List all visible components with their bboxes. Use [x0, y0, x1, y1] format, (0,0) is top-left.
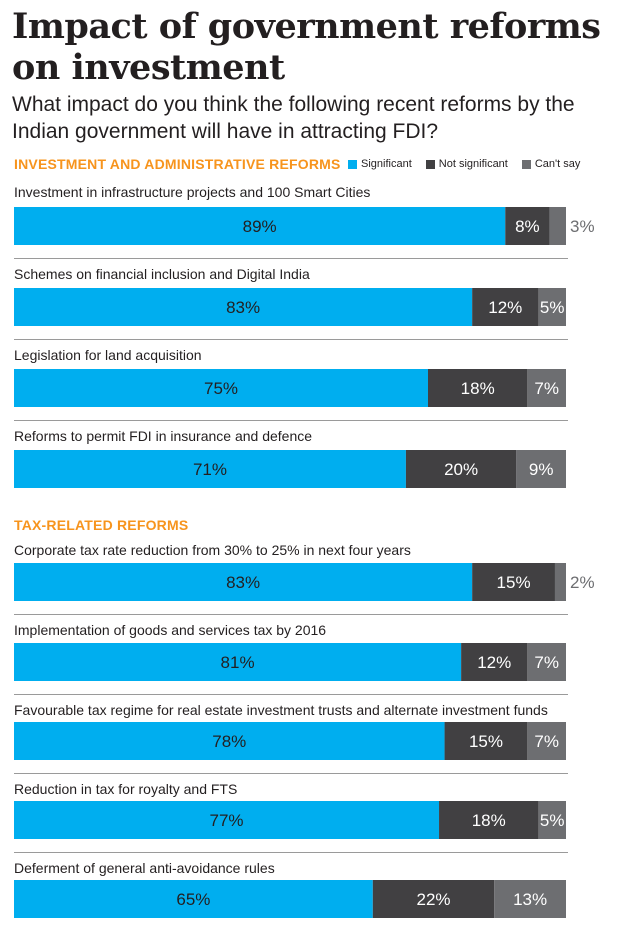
bar-significant-2 — [14, 369, 428, 407]
section-heading-tax: TAX-RELATED REFORMS — [14, 517, 189, 533]
data-label-significant-2: 75% — [204, 379, 238, 398]
legend-label-not-significant: Not significant — [438, 158, 508, 170]
bar-cant-say-7 — [538, 801, 566, 839]
legend-swatch-cant-say — [521, 159, 531, 169]
bar-not-significant-7 — [439, 801, 539, 839]
row-label-1: Schemes on financial inclusion and Digit… — [14, 266, 310, 282]
data-label-cant-say-4: 2% — [570, 573, 595, 592]
bar-not-significant-3 — [405, 450, 517, 488]
row-divider — [14, 852, 568, 853]
bar-not-significant-4 — [472, 563, 555, 601]
row-divider — [14, 258, 568, 259]
legend-swatch-not-significant — [425, 159, 435, 169]
data-label-significant-1: 83% — [226, 298, 260, 317]
data-label-cant-say-1: 5% — [540, 298, 565, 317]
data-label-not-significant-2: 18% — [461, 379, 495, 398]
bar-cant-say-4 — [554, 563, 566, 601]
chart-title: Impact of government reforms on investme… — [12, 6, 601, 88]
data-label-not-significant-5: 12% — [477, 653, 511, 672]
legend: Significant Not significant Can't say — [348, 156, 594, 172]
bar-not-significant-8 — [372, 880, 495, 918]
data-label-not-significant-3: 20% — [444, 460, 478, 479]
bar-not-significant-6 — [444, 722, 528, 760]
row-label-5: Implementation of goods and services tax… — [14, 622, 327, 638]
data-label-cant-say-5: 7% — [534, 653, 559, 672]
bar-significant-1 — [14, 288, 473, 326]
row-label-7: Reduction in tax for royalty and FTS — [14, 781, 238, 797]
bar-cant-say-8 — [494, 880, 566, 918]
row-divider — [14, 420, 568, 421]
data-label-not-significant-7: 18% — [472, 811, 506, 830]
data-label-not-significant-6: 15% — [469, 732, 503, 751]
bar-not-significant-2 — [428, 369, 528, 407]
bar-significant-0 — [14, 207, 506, 245]
data-label-significant-8: 65% — [176, 890, 210, 909]
data-label-cant-say-6: 7% — [534, 732, 559, 751]
bar-cant-say-0 — [549, 207, 566, 245]
row-label-0: Investment in infrastructure projects an… — [14, 184, 371, 200]
bar-significant-4 — [14, 563, 473, 601]
row-divider — [14, 694, 568, 695]
bar-cant-say-6 — [527, 722, 566, 760]
row-label-6: Favourable tax regime for real estate in… — [14, 702, 548, 718]
data-label-significant-3: 71% — [193, 460, 227, 479]
data-label-not-significant-8: 22% — [417, 890, 451, 909]
data-label-significant-5: 81% — [221, 653, 255, 672]
bar-significant-5 — [14, 643, 462, 681]
bar-not-significant-0 — [505, 207, 550, 245]
bar-cant-say-5 — [527, 643, 566, 681]
data-label-cant-say-7: 5% — [540, 811, 565, 830]
bar-cant-say-1 — [538, 288, 566, 326]
bar-significant-7 — [14, 801, 440, 839]
data-label-significant-4: 83% — [226, 573, 260, 592]
bar-significant-3 — [14, 450, 406, 488]
data-label-significant-7: 77% — [210, 811, 244, 830]
data-label-cant-say-8: 13% — [513, 890, 547, 909]
row-divider — [14, 339, 568, 340]
legend-item-significant: Significant — [348, 158, 412, 170]
section-heading-investment: INVESTMENT AND ADMINISTRATIVE REFORMS — [14, 156, 341, 172]
row-divider — [14, 614, 568, 615]
row-label-8: Deferment of general anti-avoidance rule… — [14, 860, 275, 876]
bar-not-significant-5 — [461, 643, 528, 681]
row-label-3: Reforms to permit FDI in insurance and d… — [14, 428, 313, 444]
legend-label-significant: Significant — [361, 158, 412, 170]
data-label-cant-say-3: 9% — [529, 460, 554, 479]
bar-significant-8 — [14, 880, 373, 918]
data-label-not-significant-4: 15% — [497, 573, 531, 592]
bar-significant-6 — [14, 722, 445, 760]
data-label-significant-0: 89% — [243, 217, 277, 236]
data-label-significant-6: 78% — [212, 732, 246, 751]
legend-item-cant-say: Can't say — [521, 158, 581, 170]
bar-cant-say-2 — [527, 369, 566, 407]
row-divider — [14, 773, 568, 774]
legend-swatch-significant — [348, 159, 357, 169]
row-label-4: Corporate tax rate reduction from 30% to… — [14, 542, 411, 558]
data-label-cant-say-2: 7% — [534, 379, 559, 398]
data-label-not-significant-1: 12% — [488, 298, 522, 317]
legend-label-cant-say: Can't say — [534, 158, 581, 170]
row-label-2: Legislation for land acquisition — [14, 347, 202, 363]
data-label-cant-say-0: 3% — [570, 217, 595, 236]
bar-not-significant-1 — [472, 288, 539, 326]
legend-item-not-significant: Not significant — [425, 158, 508, 170]
bar-cant-say-3 — [516, 450, 566, 488]
data-label-not-significant-0: 8% — [515, 217, 540, 236]
chart-subtitle: What impact do you think the following r… — [12, 93, 575, 143]
